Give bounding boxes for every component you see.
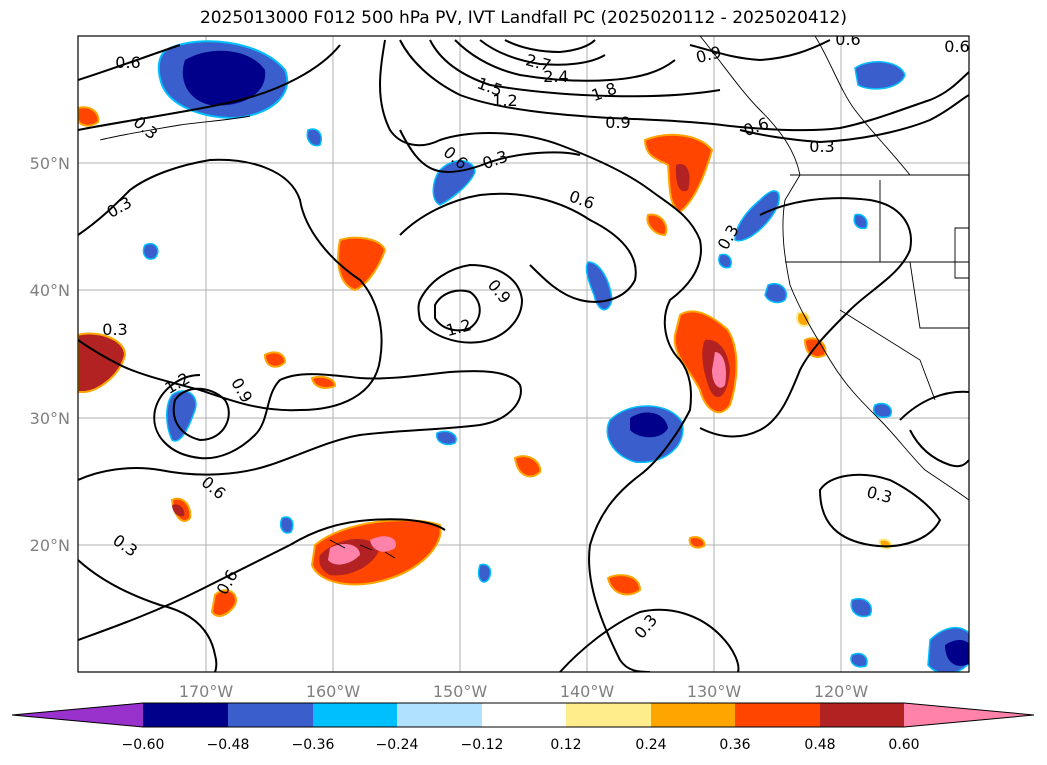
coastlines <box>99 36 969 559</box>
map-area[interactable] <box>78 36 969 672</box>
latitude-labels: 50°N 40°N 30°N 20°N <box>30 154 70 555</box>
contour-label: 0.9 <box>605 113 630 132</box>
contour-label: 0.6 <box>944 37 969 56</box>
contour-label: 2.4 <box>543 67 568 86</box>
colorbar-tick-label: 0.36 <box>719 737 750 753</box>
positive-anomaly-patches <box>78 106 893 617</box>
colorbar-tick-label: 0.24 <box>635 737 666 753</box>
colorbar-segment <box>482 703 566 727</box>
colorbar-tick-label: 0.12 <box>550 737 581 753</box>
colorbar-tick-label: −0.48 <box>207 737 250 753</box>
lat-label-30: 30°N <box>30 409 70 428</box>
contour-label: 0.6 <box>115 53 140 72</box>
lon-label-140w: 140°W <box>560 682 615 701</box>
colorbar-segment <box>228 703 313 727</box>
colorbar-segment <box>820 703 904 727</box>
pv-contours <box>78 39 969 672</box>
colorbar-segment <box>397 703 482 727</box>
lon-label-150w: 150°W <box>433 682 488 701</box>
colorbar-tick-label: −0.36 <box>292 737 335 753</box>
lon-label-120w: 120°W <box>814 682 869 701</box>
colorbar-segment <box>904 703 1034 727</box>
map-title: 2025013000 F012 500 hPa PV, IVT Landfall… <box>199 8 847 28</box>
lat-label-20: 20°N <box>30 536 70 555</box>
colorbar-tick-label: −0.24 <box>376 737 419 753</box>
contour-label: 0.3 <box>809 137 834 156</box>
lon-label-170w: 170°W <box>179 682 234 701</box>
colorbar-outline <box>11 702 1035 728</box>
colorbar-segment <box>651 703 735 727</box>
colorbar-tick-label: −0.60 <box>122 737 165 753</box>
colorbar-segment <box>313 703 397 727</box>
colorbar-segment <box>12 703 143 727</box>
colorbar-tick-label: 0.60 <box>888 737 919 753</box>
contour-label: 0.6 <box>835 30 860 49</box>
lon-label-130w: 130°W <box>687 682 742 701</box>
contour-label: 1.2 <box>492 91 517 110</box>
colorbar-segment <box>735 703 820 727</box>
lat-label-50: 50°N <box>30 154 70 173</box>
colorbar: −0.60 −0.48 −0.36 −0.24 −0.12 0.12 0.24 … <box>11 702 1035 753</box>
lon-label-160w: 160°W <box>306 682 361 701</box>
colorbar-segment <box>566 703 651 727</box>
colorbar-segment <box>143 703 228 727</box>
longitude-labels: 170°W 160°W 150°W 140°W 130°W 120°W <box>179 682 869 701</box>
colorbar-tick-label: −0.12 <box>461 737 504 753</box>
lat-label-40: 40°N <box>30 281 70 300</box>
map-border <box>77 35 970 673</box>
contour-label: 0.3 <box>102 320 127 339</box>
colorbar-tick-label: 0.48 <box>804 737 835 753</box>
